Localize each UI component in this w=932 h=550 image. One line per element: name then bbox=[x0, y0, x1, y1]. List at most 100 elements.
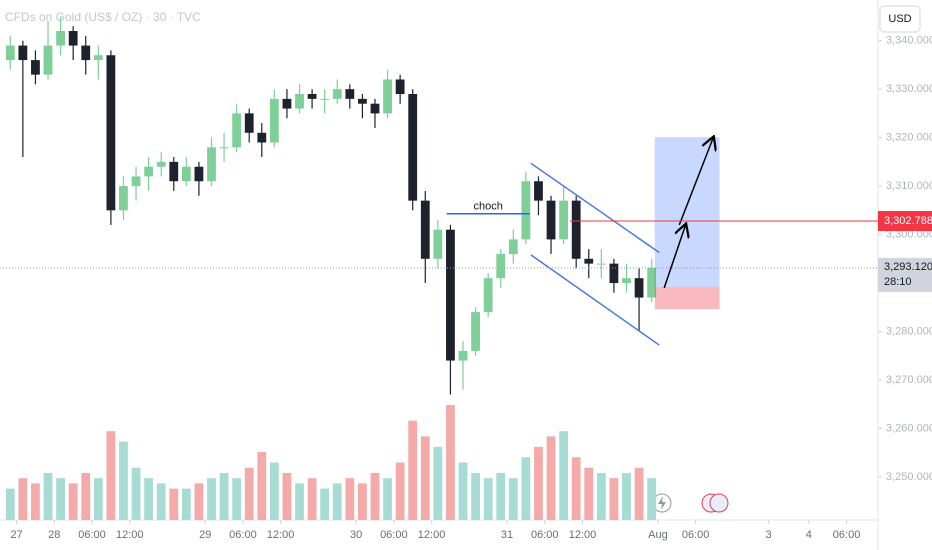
volume-bar bbox=[496, 472, 506, 520]
x-tick-label: 3 bbox=[766, 529, 772, 541]
volume-bar bbox=[244, 467, 254, 520]
volume-bar bbox=[571, 457, 581, 520]
x-tick-label: 29 bbox=[199, 529, 211, 541]
candle-body bbox=[508, 239, 518, 254]
candle-body bbox=[395, 79, 405, 95]
volume-bar bbox=[131, 467, 141, 520]
candle-body bbox=[282, 98, 292, 109]
candle-body bbox=[56, 31, 65, 46]
last-price-tag bbox=[878, 257, 932, 292]
candle-body bbox=[244, 113, 254, 133]
volume-bar bbox=[559, 431, 569, 520]
x-tick-label: 27 bbox=[10, 529, 22, 541]
candle-body bbox=[647, 267, 657, 298]
volume-bar bbox=[257, 452, 267, 520]
candle-body bbox=[408, 94, 418, 201]
candle-body bbox=[521, 181, 531, 240]
volume-bar bbox=[609, 478, 619, 520]
y-tick-label: 3,330.000 bbox=[886, 83, 932, 95]
x-tick-label: 06:00 bbox=[833, 529, 861, 541]
target-zone bbox=[654, 137, 720, 287]
event-icon[interactable] bbox=[709, 493, 729, 513]
y-tick-label: 3,320.000 bbox=[886, 132, 932, 144]
candle-body bbox=[169, 161, 179, 182]
candle-body bbox=[119, 186, 128, 211]
currency-label[interactable]: USD bbox=[888, 13, 911, 25]
volume-bar bbox=[458, 462, 468, 520]
volume-bar bbox=[408, 420, 418, 520]
volume-bar bbox=[546, 436, 556, 520]
y-tick-label: 3,270.000 bbox=[886, 374, 932, 386]
volume-bar bbox=[534, 446, 543, 520]
candle-body bbox=[181, 166, 191, 182]
volume-bar bbox=[433, 446, 443, 520]
y-tick-label: 3,310.000 bbox=[886, 180, 932, 192]
volume-bar bbox=[446, 405, 455, 520]
candle-body bbox=[144, 166, 154, 177]
candle-body bbox=[471, 312, 480, 351]
candle-body bbox=[194, 166, 204, 182]
volume-bar bbox=[596, 472, 606, 520]
candle-body bbox=[546, 200, 556, 240]
x-tick-label: 4 bbox=[806, 529, 812, 541]
candle-body bbox=[81, 45, 91, 61]
candle-body bbox=[496, 253, 506, 279]
volume-bar bbox=[647, 478, 657, 520]
candle-body bbox=[358, 98, 367, 104]
volume-bar bbox=[282, 472, 292, 520]
volume-bar bbox=[232, 478, 242, 520]
volume-bars bbox=[5, 405, 657, 520]
level-price-label: 3,302.788 bbox=[884, 215, 932, 227]
volume-bar bbox=[383, 478, 392, 520]
choch-label: choch bbox=[473, 201, 502, 213]
candle-body bbox=[571, 200, 581, 259]
x-tick-label: 06:00 bbox=[682, 529, 710, 541]
volume-bar bbox=[508, 478, 518, 520]
candle-body bbox=[609, 263, 619, 284]
candle-body bbox=[18, 45, 28, 61]
candle-body bbox=[622, 278, 631, 284]
volume-bar bbox=[332, 483, 342, 520]
candle-body bbox=[383, 79, 392, 114]
candle-body bbox=[320, 98, 330, 100]
event-icons bbox=[652, 493, 729, 513]
volume-bar bbox=[68, 483, 78, 520]
candle-body bbox=[483, 278, 493, 313]
volume-bar bbox=[471, 472, 480, 520]
y-tick-label: 3,340.000 bbox=[886, 35, 932, 47]
countdown-label: 28:10 bbox=[884, 276, 912, 288]
candle-body bbox=[446, 229, 455, 361]
volume-bar bbox=[106, 431, 116, 520]
x-tick-label: 12:00 bbox=[569, 529, 597, 541]
y-tick-label: 3,280.000 bbox=[886, 325, 932, 337]
y-tick-label: 3,250.000 bbox=[886, 471, 932, 483]
candle-body bbox=[307, 94, 317, 99]
volume-bar bbox=[622, 472, 631, 520]
currency-button[interactable] bbox=[879, 5, 921, 33]
volume-bar bbox=[119, 441, 128, 520]
volume-bar bbox=[194, 483, 204, 520]
x-tick-label: 06:00 bbox=[380, 529, 408, 541]
candle-body bbox=[534, 181, 543, 201]
x-tick-label: 12:00 bbox=[418, 529, 446, 541]
candle-body bbox=[68, 31, 78, 46]
volume-bar bbox=[584, 467, 594, 520]
x-tick-label: 06:00 bbox=[531, 529, 559, 541]
volume-bar bbox=[156, 483, 166, 520]
volume-bar bbox=[395, 462, 405, 520]
candle-body bbox=[559, 200, 569, 240]
candle-body bbox=[93, 55, 103, 61]
stop-zone bbox=[654, 286, 720, 310]
y-tick-label: 3,300.000 bbox=[886, 228, 932, 240]
volume-bar bbox=[207, 478, 216, 520]
volume-bar bbox=[5, 488, 15, 520]
candle-body bbox=[370, 103, 380, 114]
volume-bar bbox=[370, 472, 380, 520]
volume-bar bbox=[219, 472, 229, 520]
volume-bar bbox=[169, 488, 179, 520]
volume-bar bbox=[420, 436, 430, 520]
volume-bar bbox=[307, 478, 317, 520]
volume-bar bbox=[345, 478, 355, 520]
